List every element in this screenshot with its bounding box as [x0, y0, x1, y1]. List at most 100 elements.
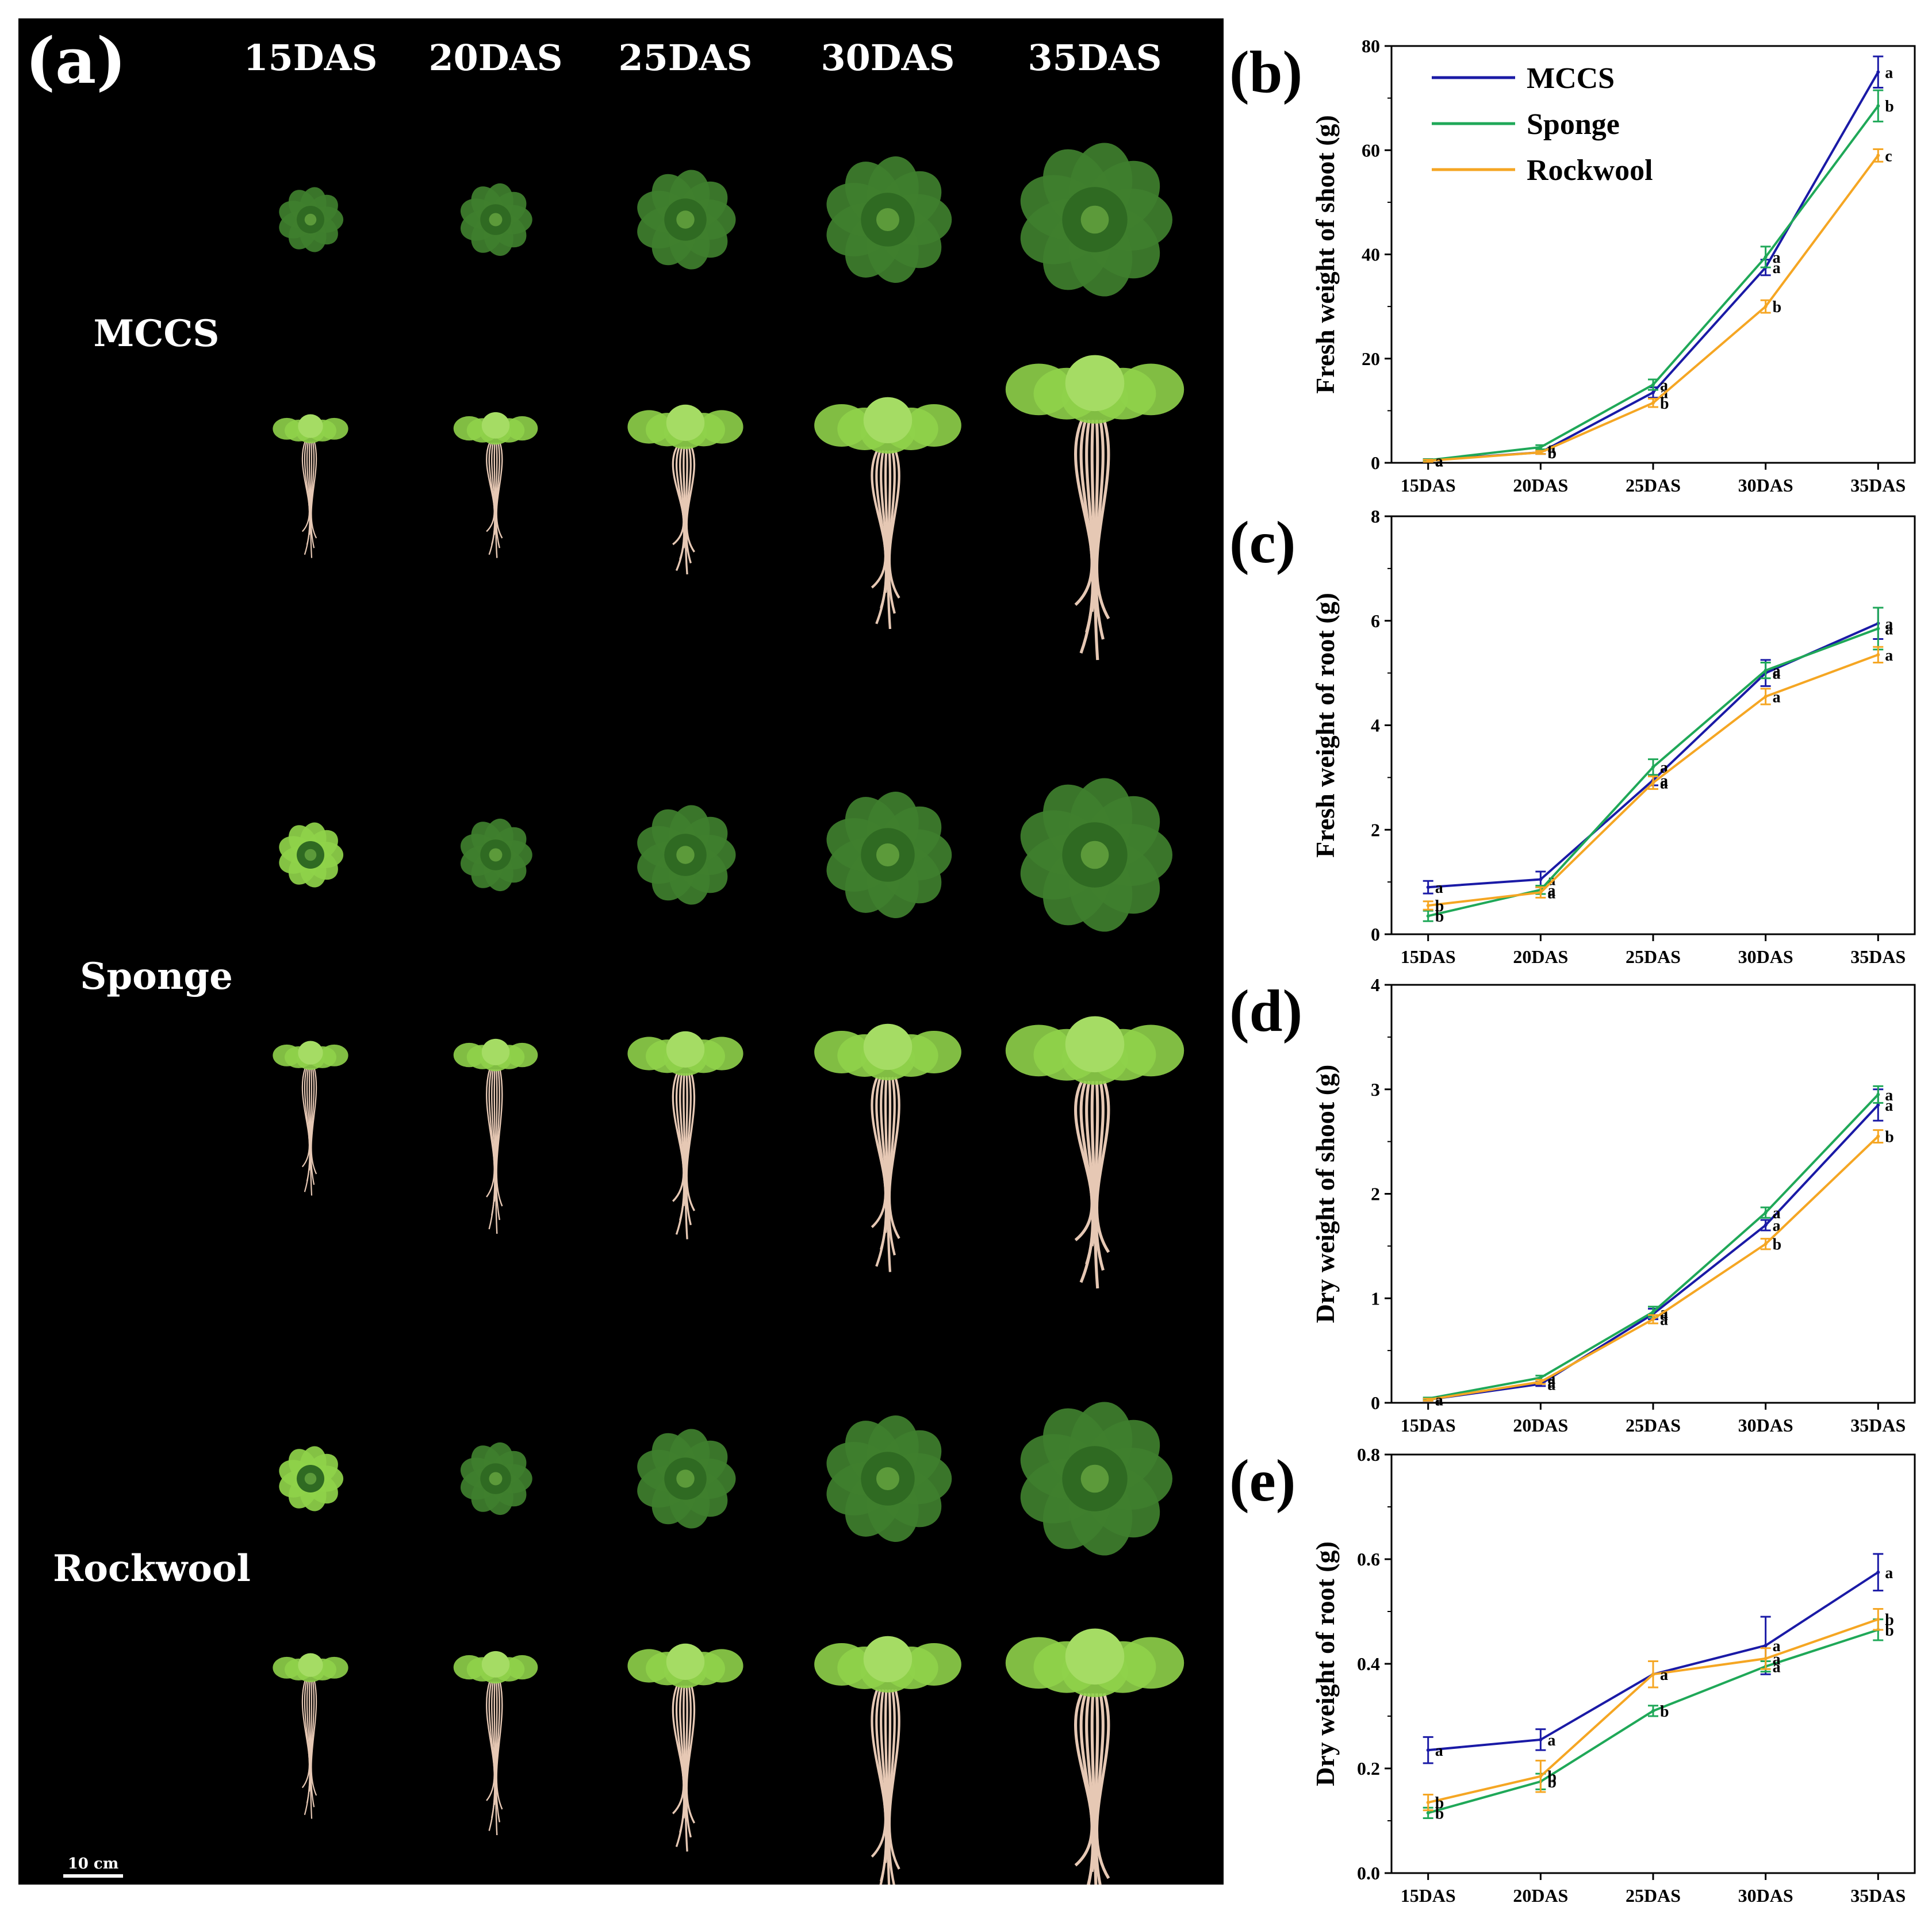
leaf: [876, 1467, 900, 1491]
root: [1095, 1693, 1110, 1879]
leaf: [1065, 1628, 1125, 1685]
y-tick-label: 0: [1371, 452, 1380, 473]
data-point: [1539, 450, 1543, 454]
root: [1095, 1080, 1110, 1253]
x-tick-label: 15DAS: [1401, 1885, 1456, 1906]
y-axis-title: Fresh weight of shoot (g): [1310, 115, 1340, 394]
data-point: [1764, 1656, 1768, 1660]
column-label: 20DAS: [429, 37, 563, 79]
root: [493, 1069, 496, 1202]
root: [496, 442, 503, 539]
y-tick-label: 3: [1371, 1079, 1380, 1100]
significance-letter: b: [1547, 1774, 1557, 1791]
column-label: 35DAS: [1028, 37, 1162, 79]
root: [495, 442, 500, 548]
root: [672, 1685, 685, 1814]
leaf: [666, 1643, 705, 1680]
photo-plants: (a) 15DAS 20DAS 25DAS 30DAS 35DAS MCCS S…: [25, 24, 1184, 1885]
plant-side-view: [273, 1653, 348, 1819]
significance-letter: a: [1885, 1087, 1893, 1104]
plant-side-view: [814, 1023, 961, 1272]
leaf: [1117, 363, 1184, 416]
root: [486, 1681, 495, 1801]
leaf: [1117, 1025, 1184, 1077]
leaf: [298, 1653, 323, 1677]
column-label: 30DAS: [821, 37, 955, 79]
leaf: [1080, 205, 1109, 234]
leaf: [1117, 1637, 1184, 1689]
data-point: [1764, 669, 1768, 673]
root: [495, 443, 498, 558]
plant-top-view: [279, 187, 344, 252]
plant-side-view: [273, 414, 348, 558]
leaf: [676, 846, 695, 864]
x-tick-label: 30DAS: [1738, 946, 1793, 967]
plant-side-view: [627, 1643, 743, 1852]
plant-side-view: [814, 1636, 961, 1885]
data-point: [1651, 401, 1655, 405]
y-tick-label: 0.4: [1357, 1653, 1380, 1674]
plant-top-view: [637, 805, 736, 905]
series-line-mccs: [1428, 1104, 1879, 1401]
data-point: [1651, 1310, 1655, 1314]
x-tick-label: 25DAS: [1626, 1885, 1681, 1906]
root: [493, 1682, 496, 1805]
series-line-mccs: [1428, 622, 1879, 889]
y-tick-label: 2: [1371, 819, 1380, 840]
plant-top-view: [637, 170, 736, 270]
significance-letter: b: [1885, 1611, 1894, 1629]
x-tick-label: 15DAS: [1401, 946, 1456, 967]
y-tick-label: 20: [1362, 348, 1380, 369]
data-point: [1426, 1748, 1430, 1752]
leaf: [298, 414, 323, 438]
root: [888, 450, 900, 599]
root: [684, 446, 688, 575]
significance-letter: a: [1547, 884, 1555, 902]
significance-letter: a: [1435, 879, 1443, 897]
leaf: [700, 1649, 743, 1683]
data-point: [1876, 1103, 1880, 1107]
leaf: [298, 1041, 323, 1065]
significance-letter: a: [1885, 615, 1893, 633]
significance-letter: a: [1885, 64, 1893, 82]
x-tick-label: 25DAS: [1626, 475, 1681, 496]
root: [1074, 1080, 1094, 1241]
root: [310, 442, 315, 548]
root: [308, 1680, 311, 1792]
significance-letter: a: [1773, 1637, 1781, 1655]
significance-letter: b: [1435, 1794, 1444, 1812]
x-tick-label: 30DAS: [1738, 1885, 1793, 1906]
legend-entry: Rockwool: [1527, 154, 1653, 187]
root: [495, 1682, 501, 1822]
significance-letter: a: [1660, 1311, 1668, 1329]
plant-side-view: [627, 1031, 743, 1240]
plant-top-view: [460, 183, 532, 256]
data-point: [1764, 1223, 1768, 1227]
significance-letter: a: [1773, 689, 1781, 707]
x-tick-label: 25DAS: [1626, 1415, 1681, 1436]
x-tick-label: 20DAS: [1513, 946, 1568, 967]
significance-letter: b: [1773, 298, 1782, 316]
root: [684, 1073, 688, 1240]
root: [1094, 1080, 1105, 1271]
data-point: [1426, 904, 1430, 908]
series-line-sponge: [1428, 1628, 1879, 1814]
y-tick-label: 0.8: [1357, 1444, 1380, 1465]
significance-letter: b: [1435, 1805, 1444, 1822]
plant-side-view: [273, 1041, 348, 1196]
chart-0: 0 20 40 60 80 15DAS 20DAS 25DAS 30DAS 35DAS Fresh …: [1229, 36, 1916, 496]
root: [495, 1069, 498, 1234]
significance-letter: a: [1547, 1374, 1555, 1392]
root: [685, 1685, 692, 1838]
root: [672, 1073, 685, 1202]
significance-letter: c: [1885, 147, 1892, 165]
y-axis-title: Fresh weight of root (g): [1310, 593, 1340, 858]
y-tick-label: 8: [1371, 506, 1380, 527]
leaf: [320, 1044, 348, 1066]
significance-letter: a: [1547, 1732, 1555, 1749]
plant-top-view: [826, 156, 952, 283]
panel-letter: (b): [1229, 39, 1302, 105]
significance-letter: a: [1435, 1391, 1443, 1409]
significance-letter: a: [1660, 774, 1668, 792]
root: [495, 1682, 498, 1836]
